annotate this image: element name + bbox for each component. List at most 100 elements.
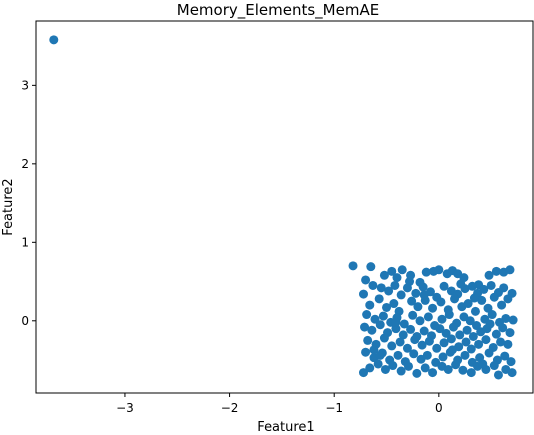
data-point (463, 299, 473, 309)
y-axis-label: Feature2 (1, 178, 16, 235)
x-axis: −3 −2 −1 0 (116, 393, 443, 415)
data-point (479, 284, 489, 294)
plot-frame (35, 20, 534, 394)
data-point (507, 368, 517, 378)
data-point (465, 316, 475, 326)
data-point (448, 322, 458, 332)
data-point (375, 350, 385, 360)
data-point (380, 364, 390, 374)
data-point (435, 324, 445, 334)
data-point (466, 368, 476, 378)
data-point (424, 336, 434, 346)
data-point (451, 360, 461, 370)
data-point (446, 334, 456, 344)
data-point (481, 335, 491, 345)
data-point (500, 351, 510, 361)
data-point (388, 361, 398, 371)
data-point (478, 359, 488, 369)
data-point (447, 345, 457, 355)
data-point (437, 314, 447, 324)
data-point (359, 289, 368, 299)
data-point (439, 338, 449, 348)
data-point (467, 281, 477, 291)
data-point (411, 288, 421, 298)
data-point (361, 275, 371, 285)
data-point (469, 293, 479, 303)
data-point (402, 283, 412, 293)
data-point (484, 348, 494, 358)
data-point (486, 280, 496, 290)
data-point (477, 295, 487, 305)
data-point (450, 294, 460, 304)
data-point (391, 317, 401, 327)
data-point (497, 300, 507, 310)
data-point (493, 370, 503, 380)
data-point (443, 364, 453, 374)
data-point (389, 299, 399, 309)
data-point (396, 366, 406, 376)
data-point (382, 302, 392, 312)
data-point (499, 283, 509, 293)
data-point (501, 313, 511, 323)
data-point (496, 337, 506, 347)
data-point (409, 349, 419, 359)
data-point (506, 357, 516, 367)
data-point (369, 345, 379, 355)
y-tick-label: 2 (21, 157, 29, 171)
data-point (438, 352, 448, 362)
data-point (415, 316, 425, 326)
x-tick-label: −3 (116, 401, 134, 415)
data-point (503, 294, 513, 304)
data-point (484, 270, 494, 280)
data-point (396, 290, 406, 300)
data-point (432, 343, 442, 353)
data-point (406, 324, 416, 334)
data-point (368, 280, 378, 290)
data-point (421, 267, 431, 277)
data-point (362, 310, 372, 320)
data-point (395, 337, 405, 347)
data-point (468, 331, 478, 341)
data-point (491, 266, 501, 276)
data-point (398, 330, 408, 340)
y-tick-label: 1 (21, 235, 29, 249)
data-point (485, 319, 495, 329)
data-point (491, 329, 501, 339)
data-point (406, 270, 416, 280)
data-point (412, 368, 422, 378)
data-point (407, 296, 417, 306)
data-point (373, 359, 383, 369)
data-point (423, 312, 433, 322)
data-point (419, 290, 429, 300)
chart-title: Memory_Elements_MemAE (177, 1, 379, 20)
y-tick-label: 3 (21, 78, 29, 92)
data-point (403, 361, 413, 371)
data-point (474, 339, 484, 349)
data-point (361, 347, 371, 357)
data-point (379, 270, 389, 280)
data-point (462, 325, 472, 335)
data-point (456, 279, 466, 289)
data-point (375, 320, 385, 330)
data-point (455, 330, 465, 340)
data-point (434, 265, 444, 275)
y-axis: 0 1 2 3 (21, 78, 36, 328)
x-tick-label: −1 (325, 401, 343, 415)
data-point (413, 302, 423, 312)
data-point (508, 315, 518, 325)
data-point (428, 303, 438, 313)
data-point (365, 363, 375, 373)
data-point (466, 344, 476, 354)
data-point (439, 281, 449, 291)
data-point (489, 361, 499, 371)
y-tick-label: 0 (21, 314, 29, 328)
data-point (505, 265, 515, 275)
data-point (366, 262, 376, 272)
data-point (444, 310, 454, 320)
data-point (348, 261, 358, 271)
data-point (391, 324, 401, 334)
data-point (503, 339, 513, 349)
data-point (498, 323, 508, 333)
data-point (402, 343, 412, 353)
